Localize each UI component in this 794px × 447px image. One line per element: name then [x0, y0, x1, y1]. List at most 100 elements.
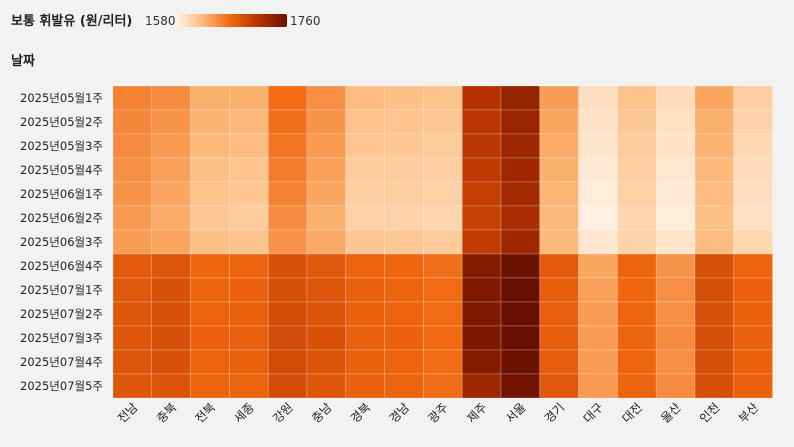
heatmap-cell: [655, 109, 696, 135]
heatmap-cell: [694, 133, 735, 159]
heatmap-cell: [694, 253, 735, 279]
heatmap-cell: [112, 301, 153, 327]
heatmap-cell: [190, 253, 230, 279]
row-label: 2025년06월4주: [20, 259, 103, 273]
heatmap-cell: [267, 205, 308, 231]
heatmap-cell: [578, 253, 618, 279]
heatmap-cell: [694, 85, 735, 111]
heatmap-cell: [345, 253, 385, 279]
heatmap-cell: [733, 349, 773, 375]
heatmap-cell: [461, 253, 502, 279]
heatmap-cell: [384, 325, 424, 351]
heatmap-cell: [655, 325, 696, 351]
heatmap-cell: [539, 109, 579, 135]
heatmap-cell: [733, 325, 773, 351]
heatmap-cell: [617, 205, 657, 231]
heatmap-cell: [306, 325, 347, 351]
heatmap-cell: [267, 85, 308, 111]
heatmap-cell: [345, 157, 385, 183]
heatmap-cell: [345, 277, 385, 303]
heatmap-cell: [617, 373, 657, 399]
heatmap-cell: [345, 181, 385, 207]
heatmap-cell: [112, 349, 153, 375]
row-label: 2025년05월4주: [20, 163, 103, 177]
heatmap-cell: [267, 277, 308, 303]
column-label: 강원: [270, 400, 296, 426]
heatmap-cell: [655, 157, 696, 183]
heatmap-cell: [617, 253, 657, 279]
heatmap-cell: [733, 181, 773, 207]
heatmap-cell: [229, 325, 269, 351]
heatmap-cell: [733, 253, 773, 279]
heatmap-cell: [461, 181, 502, 207]
heatmap-cell: [112, 253, 153, 279]
row-label: 2025년06월3주: [20, 235, 103, 249]
column-label: 부산: [736, 400, 762, 426]
heatmap-cell: [500, 301, 541, 327]
heatmap-cell: [345, 205, 385, 231]
heatmap-cell: [306, 277, 347, 303]
heatmap-cell: [617, 301, 657, 327]
heatmap-cell: [306, 301, 347, 327]
heatmap-cell: [306, 373, 347, 399]
heatmap-cell: [345, 349, 385, 375]
heatmap-cell: [229, 301, 269, 327]
heatmap-cell: [500, 325, 541, 351]
heatmap-cell: [578, 205, 618, 231]
heatmap-cell: [655, 229, 696, 255]
column-label: 충남: [309, 400, 335, 426]
row-label: 2025년07월1주: [20, 283, 103, 297]
heatmap-cell: [190, 325, 230, 351]
heatmap-cell: [345, 133, 385, 159]
column-label: 경기: [542, 400, 568, 426]
column-label: 인천: [696, 400, 722, 426]
heatmap-cell: [461, 133, 502, 159]
heatmap-cell: [384, 229, 424, 255]
heatmap-cell: [461, 109, 502, 135]
heatmap-cell: [190, 157, 230, 183]
heatmap-cell: [461, 157, 502, 183]
heatmap-cell: [151, 157, 191, 183]
legend-title: 보통 휘발유 (원/리터): [11, 13, 132, 29]
heatmap-cell: [500, 181, 541, 207]
heatmap-cell: [112, 277, 153, 303]
heatmap-cell: [151, 325, 191, 351]
heatmap-cell: [733, 229, 773, 255]
column-label: 경남: [387, 400, 413, 426]
heatmap-cell: [384, 133, 424, 159]
heatmap-cell: [578, 277, 618, 303]
heatmap-cell: [733, 373, 773, 399]
heatmap-cell: [112, 373, 153, 399]
column-label: 충북: [154, 400, 180, 426]
column-label: 대전: [619, 400, 645, 426]
heatmap-cell: [267, 301, 308, 327]
heatmap-cell: [617, 85, 657, 111]
heatmap-cell: [733, 109, 773, 135]
heatmap-cell: [151, 277, 191, 303]
heatmap-cell: [694, 325, 735, 351]
heatmap-cell: [733, 205, 773, 231]
heatmap-cell: [578, 325, 618, 351]
heatmap-cell: [500, 349, 541, 375]
heatmap-cell: [229, 253, 269, 279]
heatmap-cell: [306, 109, 347, 135]
row-label: 2025년07월4주: [20, 355, 103, 369]
legend-color-bar: [175, 14, 287, 27]
heatmap-cell: [267, 157, 308, 183]
column-label: 광주: [425, 400, 451, 426]
heatmap-cell: [539, 301, 579, 327]
column-label: 전남: [115, 400, 141, 426]
heatmap-cell: [229, 181, 269, 207]
heatmap-cell: [345, 109, 385, 135]
heatmap-cell: [578, 85, 618, 111]
heatmap-cell: [345, 373, 385, 399]
heatmap-cell: [500, 373, 541, 399]
heatmap-cell: [500, 277, 541, 303]
row-label: 2025년06월2주: [20, 211, 103, 225]
heatmap-cell: [151, 349, 191, 375]
heatmap-cell: [384, 181, 424, 207]
heatmap-cell: [423, 109, 463, 135]
heatmap-cell: [229, 277, 269, 303]
heatmap-cell: [617, 277, 657, 303]
heatmap-cell: [461, 301, 502, 327]
